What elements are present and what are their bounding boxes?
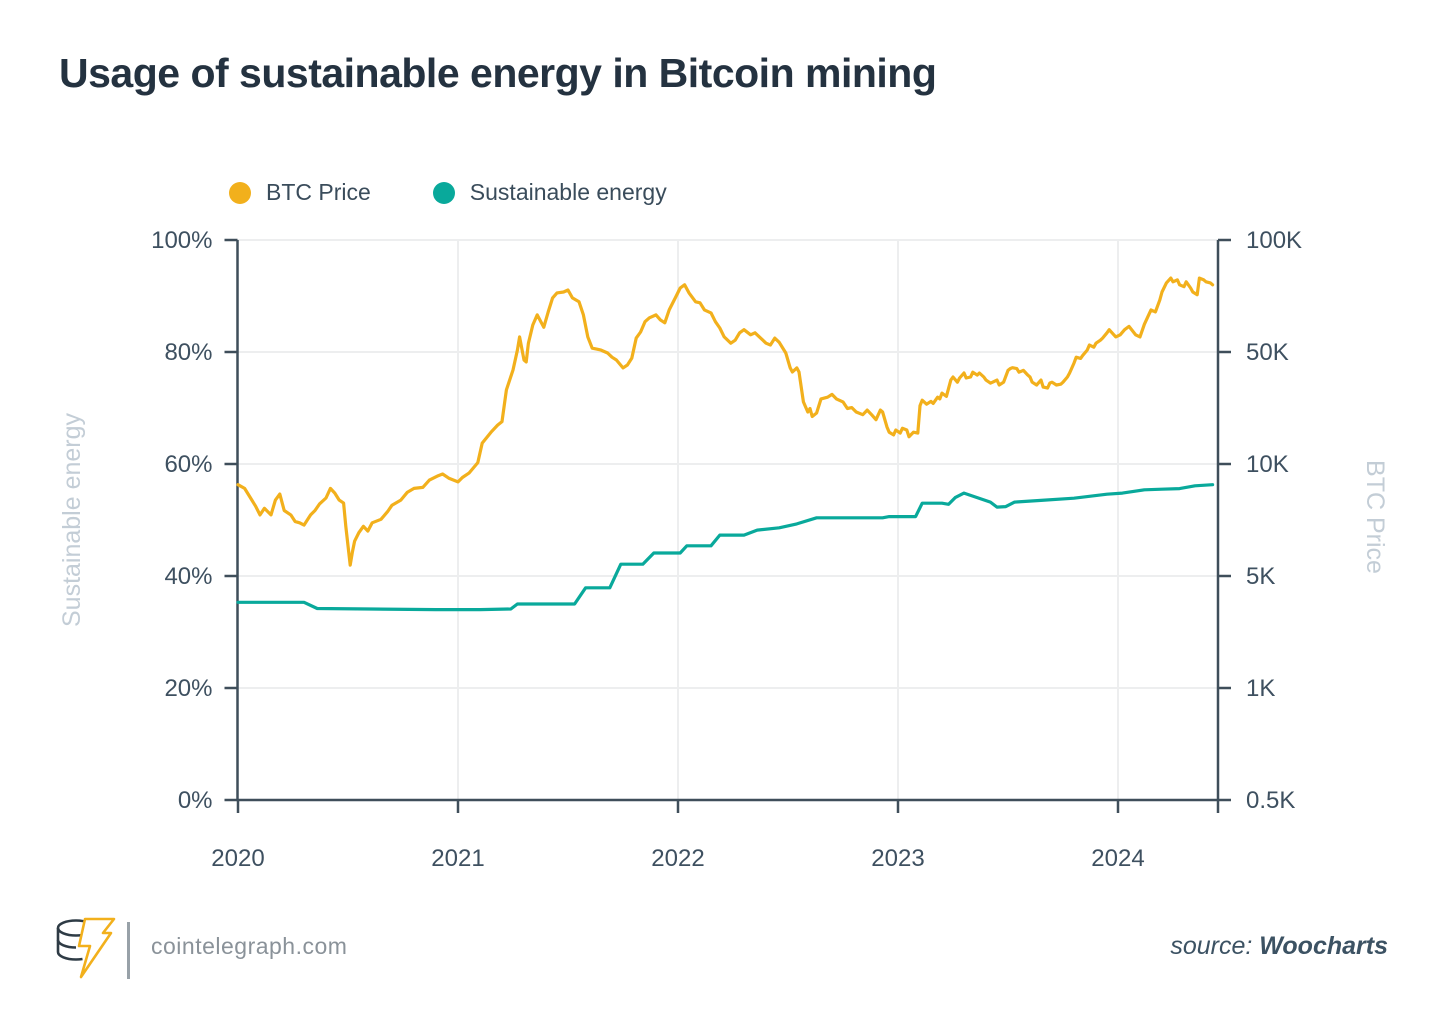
btc-price-legend-label: BTC Price bbox=[266, 179, 371, 205]
right-tick-label: 10K bbox=[1246, 451, 1289, 478]
right-tick-label: 5K bbox=[1246, 563, 1275, 590]
right-tick-label: 1K bbox=[1246, 675, 1275, 702]
right-axis-title: BTC Price bbox=[1361, 460, 1389, 574]
left-tick-label: 80% bbox=[164, 339, 212, 366]
left-tick-label: 40% bbox=[164, 563, 212, 590]
left-tick-label: 60% bbox=[164, 451, 212, 478]
footer-source: source: Woocharts bbox=[1170, 932, 1388, 961]
footer-site-text: cointelegraph.com bbox=[151, 933, 348, 959]
legend: BTC Price Sustainable energy bbox=[229, 179, 667, 206]
left-tick-label: 20% bbox=[164, 675, 212, 702]
btc-price-legend-dot bbox=[229, 181, 251, 204]
left-tick-label: 0% bbox=[178, 787, 213, 814]
left-axis-title: Sustainable energy bbox=[58, 412, 86, 627]
legend-item-sustainable-energy: Sustainable energy bbox=[432, 179, 667, 206]
legend-item-btc-price: BTC Price bbox=[229, 179, 371, 206]
sustainable-energy-legend-label: Sustainable energy bbox=[469, 179, 667, 205]
page-title: Usage of sustainable energy in Bitcoin m… bbox=[59, 50, 937, 96]
left-tick-label: 100% bbox=[151, 227, 212, 254]
x-tick-label: 2022 bbox=[651, 845, 704, 872]
right-tick-label: 50K bbox=[1246, 339, 1289, 366]
x-tick-label: 2024 bbox=[1091, 845, 1144, 872]
sustainable-energy-line bbox=[236, 483, 1215, 612]
x-tick-label: 2023 bbox=[871, 845, 924, 872]
sustainable-energy-legend-dot bbox=[432, 181, 455, 204]
x-tick-label: 2020 bbox=[211, 845, 264, 872]
source-name: Woocharts bbox=[1259, 932, 1388, 960]
btc-price-line bbox=[236, 276, 1215, 567]
source-prefix: source: bbox=[1170, 932, 1253, 960]
right-tick-label: 100K bbox=[1246, 227, 1302, 254]
footer-divider bbox=[127, 922, 130, 979]
cointelegraph-logo bbox=[56, 917, 116, 979]
x-tick-label: 2021 bbox=[431, 845, 484, 872]
right-tick-label: 0.5K bbox=[1246, 787, 1295, 814]
